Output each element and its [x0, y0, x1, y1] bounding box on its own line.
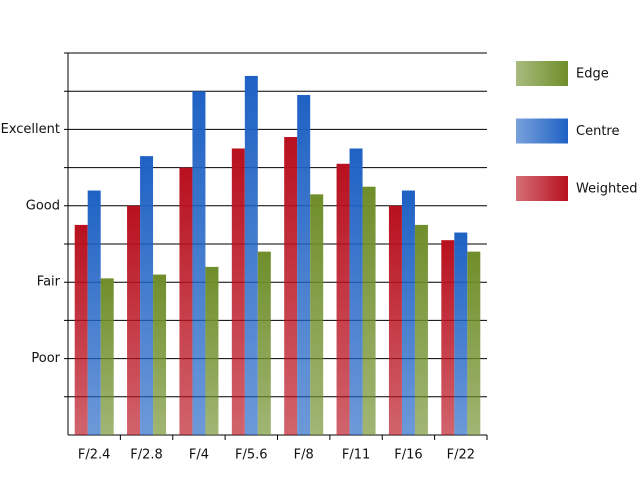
- bar: [100, 278, 114, 435]
- bar: [205, 266, 219, 435]
- bar: [441, 240, 455, 435]
- bar: [349, 148, 363, 435]
- bar: [257, 251, 271, 435]
- bar: [388, 205, 402, 435]
- legend-swatch: [516, 61, 568, 86]
- legend-swatch: [516, 176, 568, 201]
- x-tick-label: F/5.6: [235, 448, 268, 463]
- legend-label: Edge: [576, 67, 609, 82]
- bar: [244, 75, 258, 436]
- bar: [362, 186, 376, 435]
- x-tick-label: F/2.4: [78, 448, 111, 463]
- y-tick-label: Poor: [31, 351, 60, 366]
- bar: [179, 167, 193, 435]
- legend-label: Weighted: [576, 182, 638, 197]
- bar: [297, 95, 311, 436]
- y-tick-label: Fair: [37, 275, 61, 290]
- bar: [336, 163, 350, 435]
- x-tick-label: F/4: [189, 448, 209, 463]
- x-tick-label: F/2.8: [130, 448, 163, 463]
- x-tick-label: F/8: [294, 448, 314, 463]
- y-tick-label: Excellent: [1, 122, 60, 137]
- bar: [153, 274, 167, 435]
- bar: [454, 232, 468, 435]
- legend-label: Centre: [576, 124, 619, 139]
- bar: [74, 224, 88, 435]
- bar: [192, 91, 206, 435]
- bar: [231, 148, 245, 435]
- bar: [127, 205, 141, 435]
- legend-swatch: [516, 118, 568, 144]
- bar: [467, 251, 481, 435]
- x-tick-label: F/16: [394, 448, 422, 463]
- x-tick-label: F/22: [447, 448, 475, 463]
- bar: [284, 137, 298, 436]
- x-tick-label: F/11: [342, 448, 370, 463]
- bar: [401, 190, 415, 435]
- y-tick-label: Good: [26, 198, 60, 213]
- bar: [140, 156, 154, 435]
- bar: [414, 224, 428, 435]
- bar: [310, 194, 324, 435]
- bar: [87, 190, 101, 435]
